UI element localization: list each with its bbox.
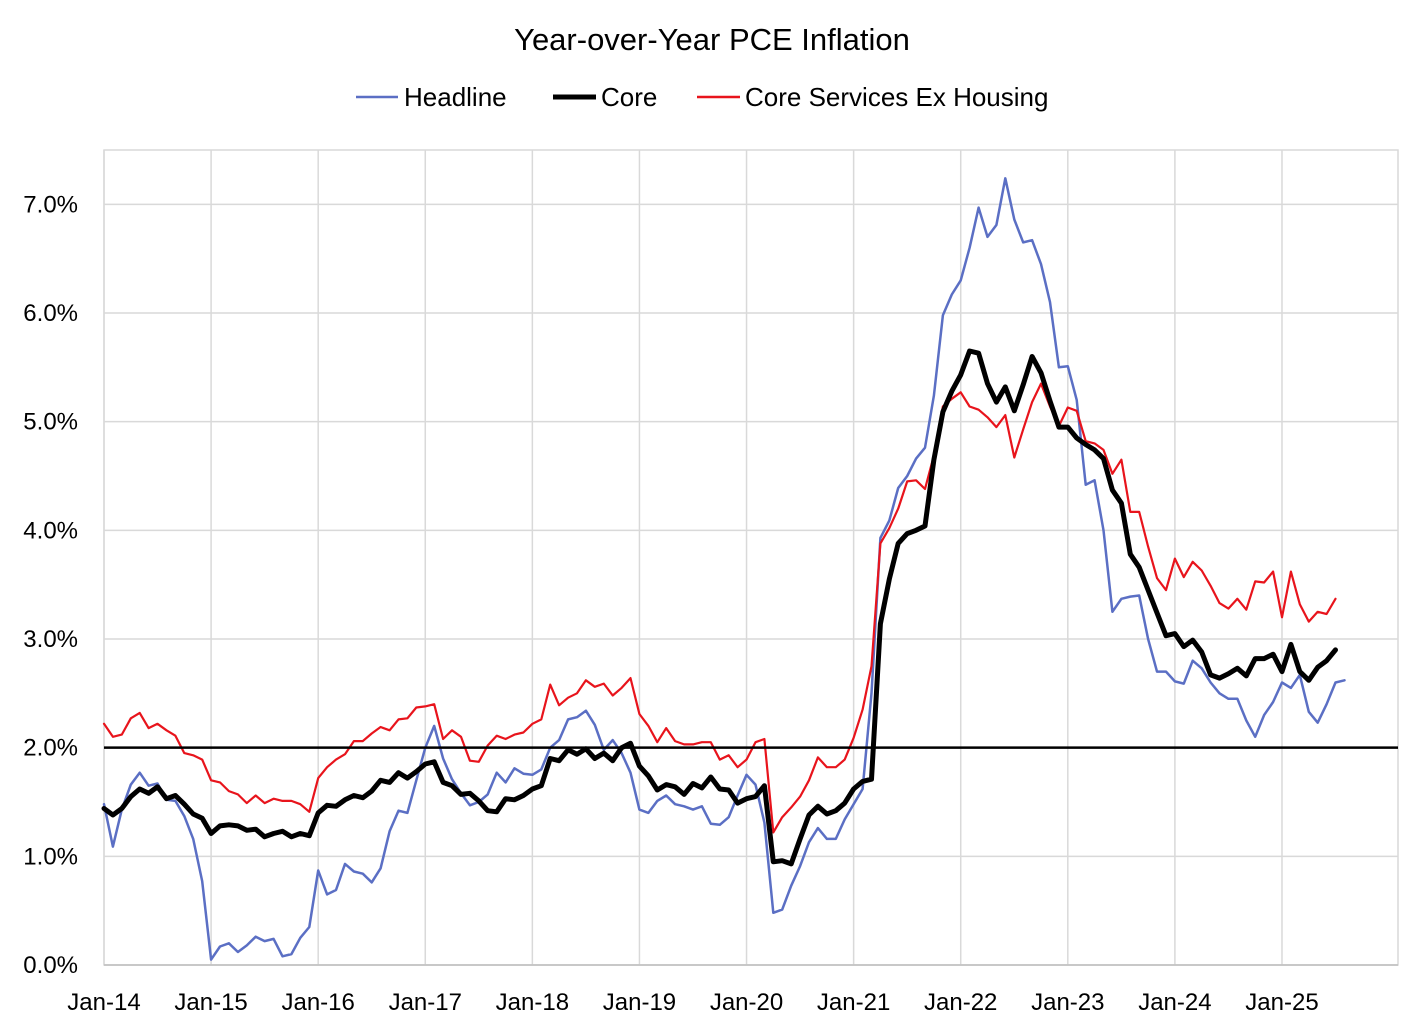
x-tick-label: Jan-15	[174, 989, 247, 1016]
y-tick-label: 3.0%	[23, 626, 78, 653]
x-tick-label: Jan-19	[603, 989, 676, 1016]
series-lines	[101, 177, 1346, 961]
series-line-headline	[102, 177, 1346, 961]
y-axis: 0.0% 1.0% 2.0% 3.0% 4.0% 5.0% 6.0% 7.0%	[23, 191, 78, 979]
legend-label-core: Core	[601, 82, 657, 112]
legend-label-headline: Headline	[404, 82, 507, 112]
x-tick-label: Jan-20	[710, 989, 783, 1016]
y-tick-label: 4.0%	[23, 517, 78, 544]
y-tick-label: 0.0%	[23, 952, 78, 979]
x-tick-label: Jan-25	[1245, 989, 1318, 1016]
x-tick-label: Jan-21	[817, 989, 890, 1016]
x-tick-label: Jan-14	[67, 989, 140, 1016]
y-tick-label: 6.0%	[23, 300, 78, 327]
legend-label-core-services-ex-housing: Core Services Ex Housing	[745, 82, 1048, 112]
y-tick-label: 1.0%	[23, 843, 78, 870]
x-tick-label: Jan-17	[389, 989, 462, 1016]
series-line-core	[101, 348, 1338, 867]
y-tick-label: 2.0%	[23, 735, 78, 762]
x-tick-label: Jan-24	[1138, 989, 1211, 1016]
x-tick-label: Jan-23	[1031, 989, 1104, 1016]
y-tick-label: 7.0%	[23, 191, 78, 218]
x-axis: Jan-14 Jan-15 Jan-16 Jan-17 Jan-18 Jan-19 Jan-…	[67, 964, 1398, 1016]
chart-title: Year-over-Year PCE Inflation	[514, 22, 910, 57]
series-line-core-services-ex-housing	[102, 382, 1337, 834]
legend: Headline Core Core Services Ex Housing	[356, 82, 1048, 112]
x-tick-label: Jan-22	[924, 989, 997, 1016]
y-tick-label: 5.0%	[23, 409, 78, 436]
x-tick-label: Jan-18	[496, 989, 569, 1016]
x-tick-label: Jan-16	[281, 989, 354, 1016]
